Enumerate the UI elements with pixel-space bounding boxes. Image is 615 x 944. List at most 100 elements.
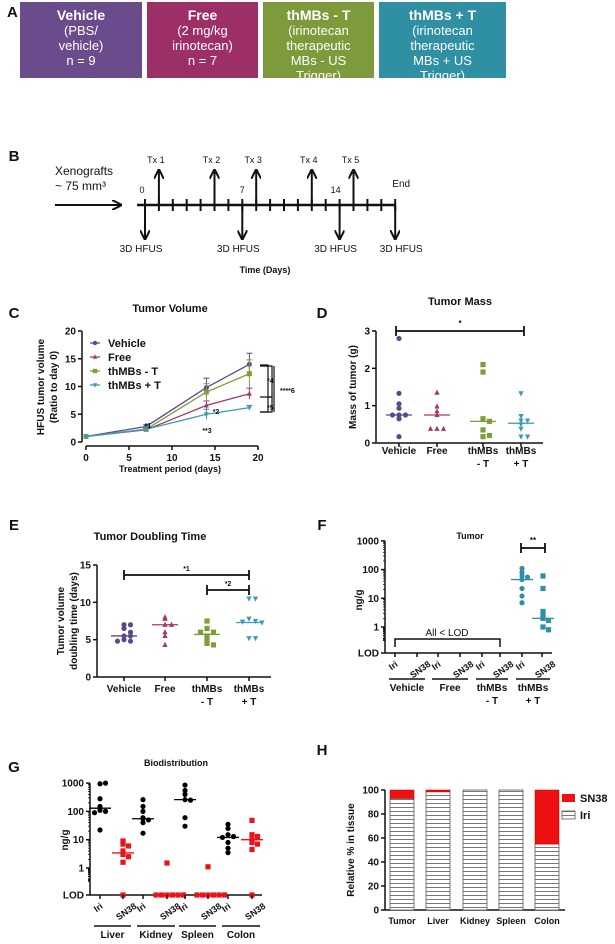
bar-iri xyxy=(534,843,560,911)
legend-swatch-sn38 xyxy=(562,794,575,802)
data-point xyxy=(225,845,231,851)
data-point xyxy=(120,848,126,854)
panel-label-f: F xyxy=(317,517,326,534)
group-detail: (2 mg/kg xyxy=(177,23,228,38)
data-point xyxy=(121,637,127,643)
panel-label-g: G xyxy=(8,759,20,776)
data-point xyxy=(540,585,546,592)
imaging-label: 3D HFUS xyxy=(314,244,357,255)
data-point xyxy=(127,629,134,635)
y-tick-label: 1000 xyxy=(62,779,85,790)
data-point xyxy=(203,402,209,408)
chart-title: Tumor Doubling Time xyxy=(94,531,207,543)
data-point xyxy=(83,434,89,440)
series-line-1 xyxy=(85,393,250,438)
data-point xyxy=(396,390,402,396)
data-point xyxy=(97,781,103,787)
data-point xyxy=(434,389,440,395)
data-point xyxy=(440,425,447,431)
y-tick-label: 10 xyxy=(73,835,85,846)
data-point xyxy=(127,638,134,644)
y-tick-label: 10 xyxy=(80,598,92,609)
data-point xyxy=(540,573,546,579)
data-point xyxy=(434,425,440,431)
data-point xyxy=(254,833,261,840)
data-point xyxy=(204,625,210,632)
y-tick-label: 5 xyxy=(85,635,91,646)
y-tick-label: 10 xyxy=(65,382,77,393)
group-detail: MBs - US xyxy=(290,53,347,68)
bar-sn38 xyxy=(389,789,415,799)
x-tick-label: thMBs xyxy=(234,684,265,695)
y-tick-label: 40 xyxy=(368,858,380,869)
group-detail: therapeutic xyxy=(286,38,351,53)
data-point xyxy=(205,864,211,870)
data-point xyxy=(246,405,252,411)
data-point xyxy=(204,618,210,624)
y-tick-label: 80 xyxy=(368,810,380,821)
data-point xyxy=(121,622,127,628)
data-point xyxy=(519,600,525,606)
panel-label-c: C xyxy=(9,305,20,322)
data-point xyxy=(519,569,525,575)
legend-label: thMBs + T xyxy=(108,380,161,392)
data-point xyxy=(480,362,486,368)
annotation: *4 xyxy=(267,378,274,385)
group-title: Vehicle xyxy=(56,7,106,23)
day-label: 14 xyxy=(331,185,341,195)
group-detail: n = 9 xyxy=(66,53,96,68)
data-point xyxy=(127,622,134,628)
group-label: Vehicle xyxy=(390,683,425,694)
y-tick-label: 100 xyxy=(362,565,379,576)
x-tick-label: Iri xyxy=(514,659,527,672)
group-detail: (PBS/ xyxy=(64,23,98,38)
y-axis-label: HFUS tumor volume xyxy=(36,339,47,436)
end-label: End xyxy=(392,179,410,190)
data-point xyxy=(140,803,146,810)
bar-iri xyxy=(389,798,415,911)
data-point xyxy=(114,638,121,644)
data-point xyxy=(221,892,228,898)
y-tick-label: 1 xyxy=(364,401,370,412)
data-point xyxy=(121,625,127,632)
group-detail: Trigger) xyxy=(419,68,466,83)
significance-label: *1 xyxy=(183,566,190,573)
y-tick-label: 0 xyxy=(373,906,379,917)
data-point xyxy=(97,796,103,802)
data-point xyxy=(540,624,546,630)
group-title: thMBs + T xyxy=(408,7,477,23)
group-label: Liver xyxy=(101,930,125,941)
y-tick-label: 60 xyxy=(368,834,380,845)
x-tick-label: + T xyxy=(242,697,257,708)
data-point xyxy=(140,808,146,815)
y-tick-label: 15 xyxy=(65,354,77,365)
y-tick-label: 2 xyxy=(364,364,370,375)
data-point xyxy=(97,827,103,833)
data-point xyxy=(396,405,402,411)
bar-iri xyxy=(425,791,451,911)
x-tick-label: Vehicle xyxy=(107,684,142,695)
annotation: *2 xyxy=(213,409,220,416)
significance-label: ** xyxy=(530,536,537,545)
x-tick-label: SN38 xyxy=(199,901,223,922)
data-point xyxy=(246,636,252,642)
group-label: Kidney xyxy=(139,930,173,941)
legend-label: Vehicle xyxy=(108,338,146,350)
data-point xyxy=(182,787,188,794)
data-point xyxy=(396,434,402,440)
group-detail: n = 7 xyxy=(187,53,218,68)
y-tick-label: 0 xyxy=(364,439,370,450)
x-tick-label: SN38 xyxy=(533,659,557,680)
bar-sn38 xyxy=(425,789,451,793)
legend-marker xyxy=(92,340,98,346)
data-point xyxy=(162,641,168,647)
data-point xyxy=(480,434,486,440)
x-tick-label: Vehicle xyxy=(382,446,417,457)
day-label: 7 xyxy=(240,185,245,195)
chart-title: Tumor xyxy=(456,531,484,541)
y-tick-label: 1 xyxy=(78,864,84,875)
data-point xyxy=(102,780,109,786)
group-label: + T xyxy=(526,696,541,707)
x-tick-label: Free xyxy=(426,446,448,457)
